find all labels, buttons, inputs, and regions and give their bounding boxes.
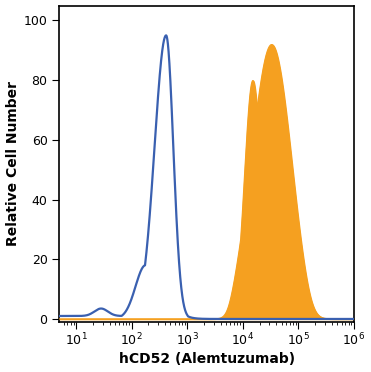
Y-axis label: Relative Cell Number: Relative Cell Number [6, 81, 20, 246]
X-axis label: hCD52 (Alemtuzumab): hCD52 (Alemtuzumab) [119, 352, 295, 366]
